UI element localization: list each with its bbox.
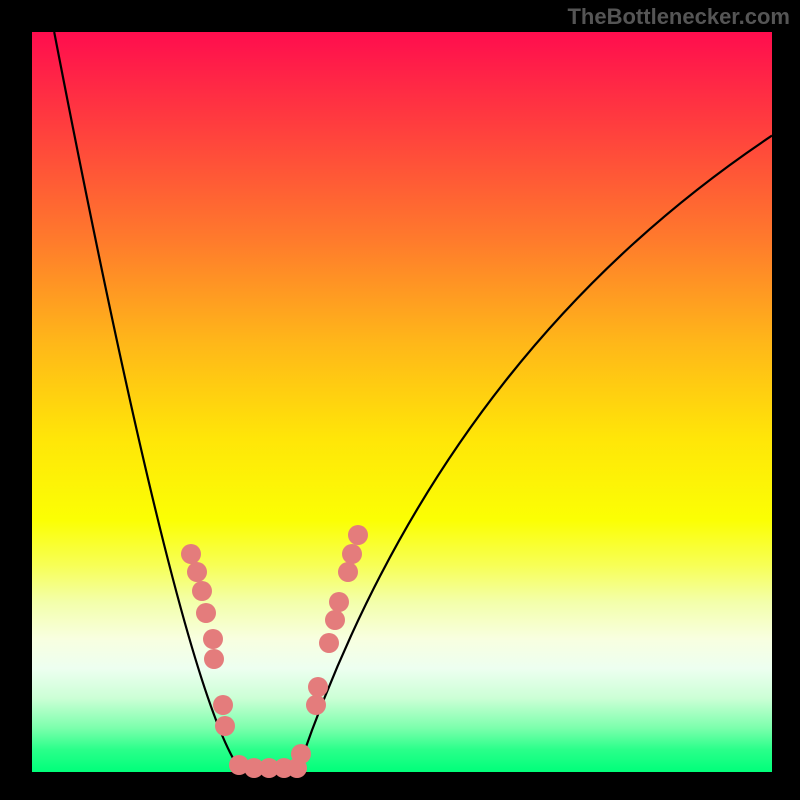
data-marker	[192, 581, 212, 601]
data-marker	[196, 603, 216, 623]
bottleneck-curve	[54, 32, 772, 768]
data-marker	[319, 633, 339, 653]
plot-area	[32, 32, 772, 772]
data-marker	[348, 525, 368, 545]
chart-frame: TheBottlenecker.com	[0, 0, 800, 800]
data-marker	[203, 629, 223, 649]
data-marker	[291, 744, 311, 764]
watermark-text: TheBottlenecker.com	[567, 4, 790, 30]
curve-svg	[32, 32, 772, 772]
data-marker	[342, 544, 362, 564]
data-marker	[181, 544, 201, 564]
data-marker	[329, 592, 349, 612]
data-marker	[204, 649, 224, 669]
